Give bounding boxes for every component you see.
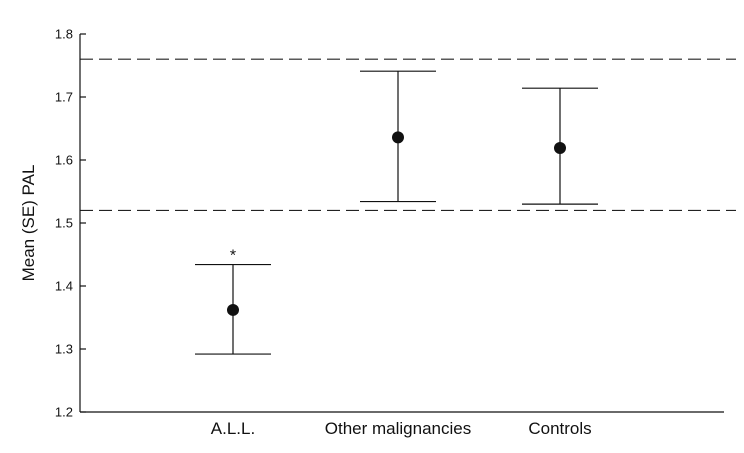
axes	[79, 34, 724, 413]
y-axis-title: Mean (SE) PAL	[19, 165, 38, 282]
y-tick-label: 1.4	[55, 279, 73, 294]
y-tick-label: 1.3	[55, 342, 73, 357]
category-label: Controls	[528, 419, 591, 438]
y-tick-label: 1.5	[55, 216, 73, 231]
y-tick-label: 1.7	[55, 90, 73, 105]
mean-point	[392, 131, 404, 144]
significance-marker: *	[230, 248, 236, 265]
y-tick-labels: 1.2 1.3 1.4 1.5 1.6 1.7 1.8	[55, 27, 73, 420]
annotations: *	[230, 248, 236, 265]
reference-lines	[80, 58, 736, 211]
mean-point	[554, 142, 566, 155]
y-tick-label: 1.2	[55, 405, 73, 420]
data-points	[227, 131, 566, 316]
category-labels: A.L.L. Other malignancies Controls	[211, 419, 592, 438]
y-tick-label: 1.8	[55, 27, 73, 42]
category-label: A.L.L.	[211, 419, 255, 438]
y-tick-label: 1.6	[55, 153, 73, 168]
mean-point	[227, 303, 239, 316]
category-label: Other malignancies	[325, 419, 471, 438]
y-ticks	[80, 33, 86, 413]
error-bars	[195, 70, 598, 355]
